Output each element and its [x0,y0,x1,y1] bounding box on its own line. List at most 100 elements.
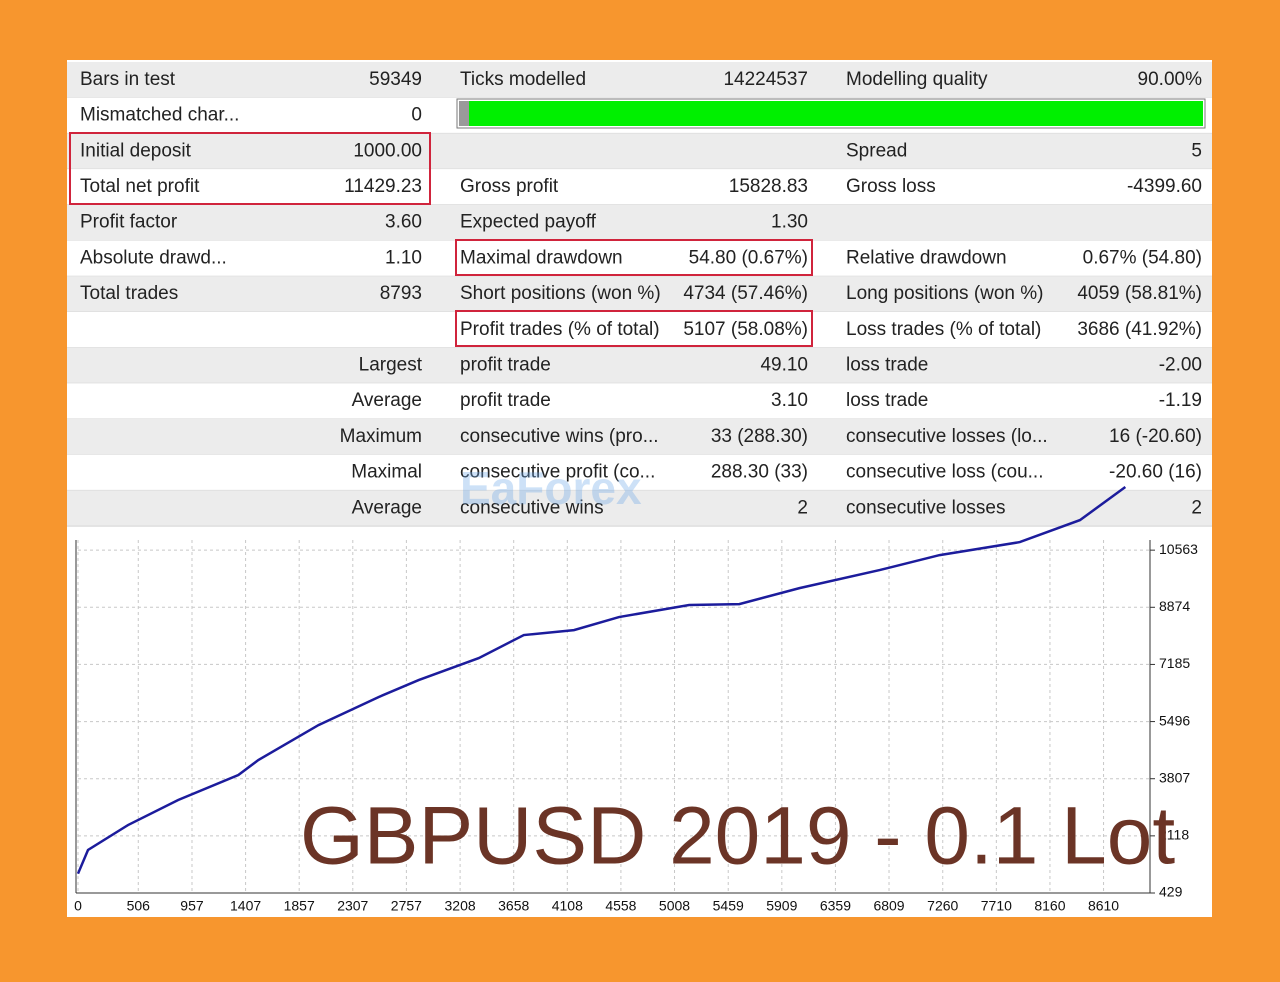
field-label: Gross loss [846,176,936,197]
equity-chart: 0 506 957 1407 1857 2307 2757 3208 3658 4108 4558 5… [74,486,1198,914]
report-table: Bars in test 59349 Ticks modelled 14224537 M… [67,62,1212,527]
field-label: consecutive losses [846,497,1005,518]
table-row [67,276,1212,312]
x-tick-label: 7710 [981,898,1012,914]
x-tick-label: 5459 [713,898,744,914]
field-label: Relative drawdown [846,247,1007,268]
y-tick-label: 8874 [1159,598,1190,614]
field-label: consecutive wins [460,497,604,518]
x-tick-label: 3658 [498,898,529,914]
field-label: loss trade [846,390,928,411]
field-label: Long positions (won %) [846,283,1044,304]
highlight-box [69,132,431,205]
field-value: -1.19 [1159,390,1202,411]
field-label: Expected payoff [460,212,597,233]
x-tick-label: 1407 [230,898,261,914]
field-label: Total trades [80,283,178,304]
field-value: 59349 [369,69,422,90]
field-value: 33 (288.30) [711,426,808,447]
field-value: 54.80 (0.67%) [689,247,808,268]
field-value: -2.00 [1159,354,1202,375]
row-label: Maximum [340,426,422,447]
highlight-box [455,310,813,347]
progress-bar [469,101,1203,126]
x-tick-label: 957 [180,898,204,914]
y-tick-label: 7185 [1159,655,1190,671]
field-label: consecutive losses (lo... [846,426,1048,447]
y-tick-label: 429 [1159,884,1183,900]
y-tick-label: 2118 [1159,827,1189,843]
table-row [67,419,1212,455]
field-value: 4059 (58.81%) [1077,283,1202,304]
field-value: 11429.23 [344,176,422,197]
table-row [67,454,1212,491]
y-tick-label: 3807 [1159,769,1190,785]
field-value: -4399.60 [1127,176,1202,197]
field-value: 90.00% [1138,69,1203,90]
field-label: consecutive wins (pro... [460,426,659,447]
y-tick-label: 10563 [1159,541,1198,557]
x-tick-label: 5909 [766,898,797,914]
x-tick-label: 6359 [820,898,851,914]
x-tick-label: 5008 [659,898,690,914]
field-value: 2 [797,497,808,518]
field-value: -20.60 (16) [1109,462,1202,483]
highlight-box [455,239,813,276]
overlay-title: GBPUSD 2019 - 0.1 Lot [300,791,1175,882]
field-value: 3.60 [385,212,422,233]
field-value: 3.10 [771,390,808,411]
field-label: Mismatched char... [80,105,239,126]
x-tick-label: 2757 [391,898,422,914]
x-tick-label: 506 [127,898,151,914]
field-label: Total net profit [80,176,200,197]
field-value: 1.10 [385,247,422,268]
field-label: Loss trades (% of total) [846,319,1041,340]
field-label: profit trade [460,390,551,411]
x-tick-label: 7260 [927,898,958,914]
field-label: Absolute drawd... [80,247,227,268]
row-label: Maximal [351,462,422,483]
field-value: 16 (-20.60) [1109,426,1202,447]
field-value: 1.30 [771,212,808,233]
field-label: Modelling quality [846,69,988,90]
x-tick-label: 3208 [445,898,476,914]
table-row [67,311,1212,348]
field-value: 14224537 [723,69,808,90]
field-label: Initial deposit [80,140,192,161]
row-label: Largest [359,354,423,375]
x-tick-label: 4108 [552,898,583,914]
table-row [67,490,1212,527]
table-row [67,204,1212,241]
progress-start [459,101,469,126]
field-value: 0 [411,105,422,126]
table-row [67,383,1212,419]
watermark: EaForex [460,462,642,514]
field-label: Spread [846,140,907,161]
x-tick-label: 1857 [284,898,315,914]
field-label: Short positions (won %) [460,283,661,304]
field-value: 288.30 (33) [711,462,808,483]
field-value: 2 [1191,497,1202,518]
field-label: profit trade [460,354,551,375]
field-value: 5107 (58.08%) [683,319,808,340]
row-label: Average [352,497,422,518]
field-label: consecutive loss (cou... [846,462,1043,483]
field-value: 15828.83 [729,176,808,197]
field-label: Bars in test [80,69,176,90]
x-tick-label: 2307 [337,898,368,914]
y-tick-label: 5496 [1159,712,1190,728]
table-row [67,240,1212,277]
field-label: Ticks modelled [460,69,586,90]
x-tick-label: 8610 [1088,898,1119,914]
field-label: Maximal drawdown [460,247,623,268]
x-tick-label: 6809 [873,898,904,914]
x-tick-label: 0 [74,898,82,914]
field-value: 49.10 [760,354,808,375]
equity-line [76,486,1127,875]
field-value: 1000.00 [353,140,422,161]
row-label: Average [352,390,422,411]
table-row [67,169,1212,205]
field-label: loss trade [846,354,928,375]
